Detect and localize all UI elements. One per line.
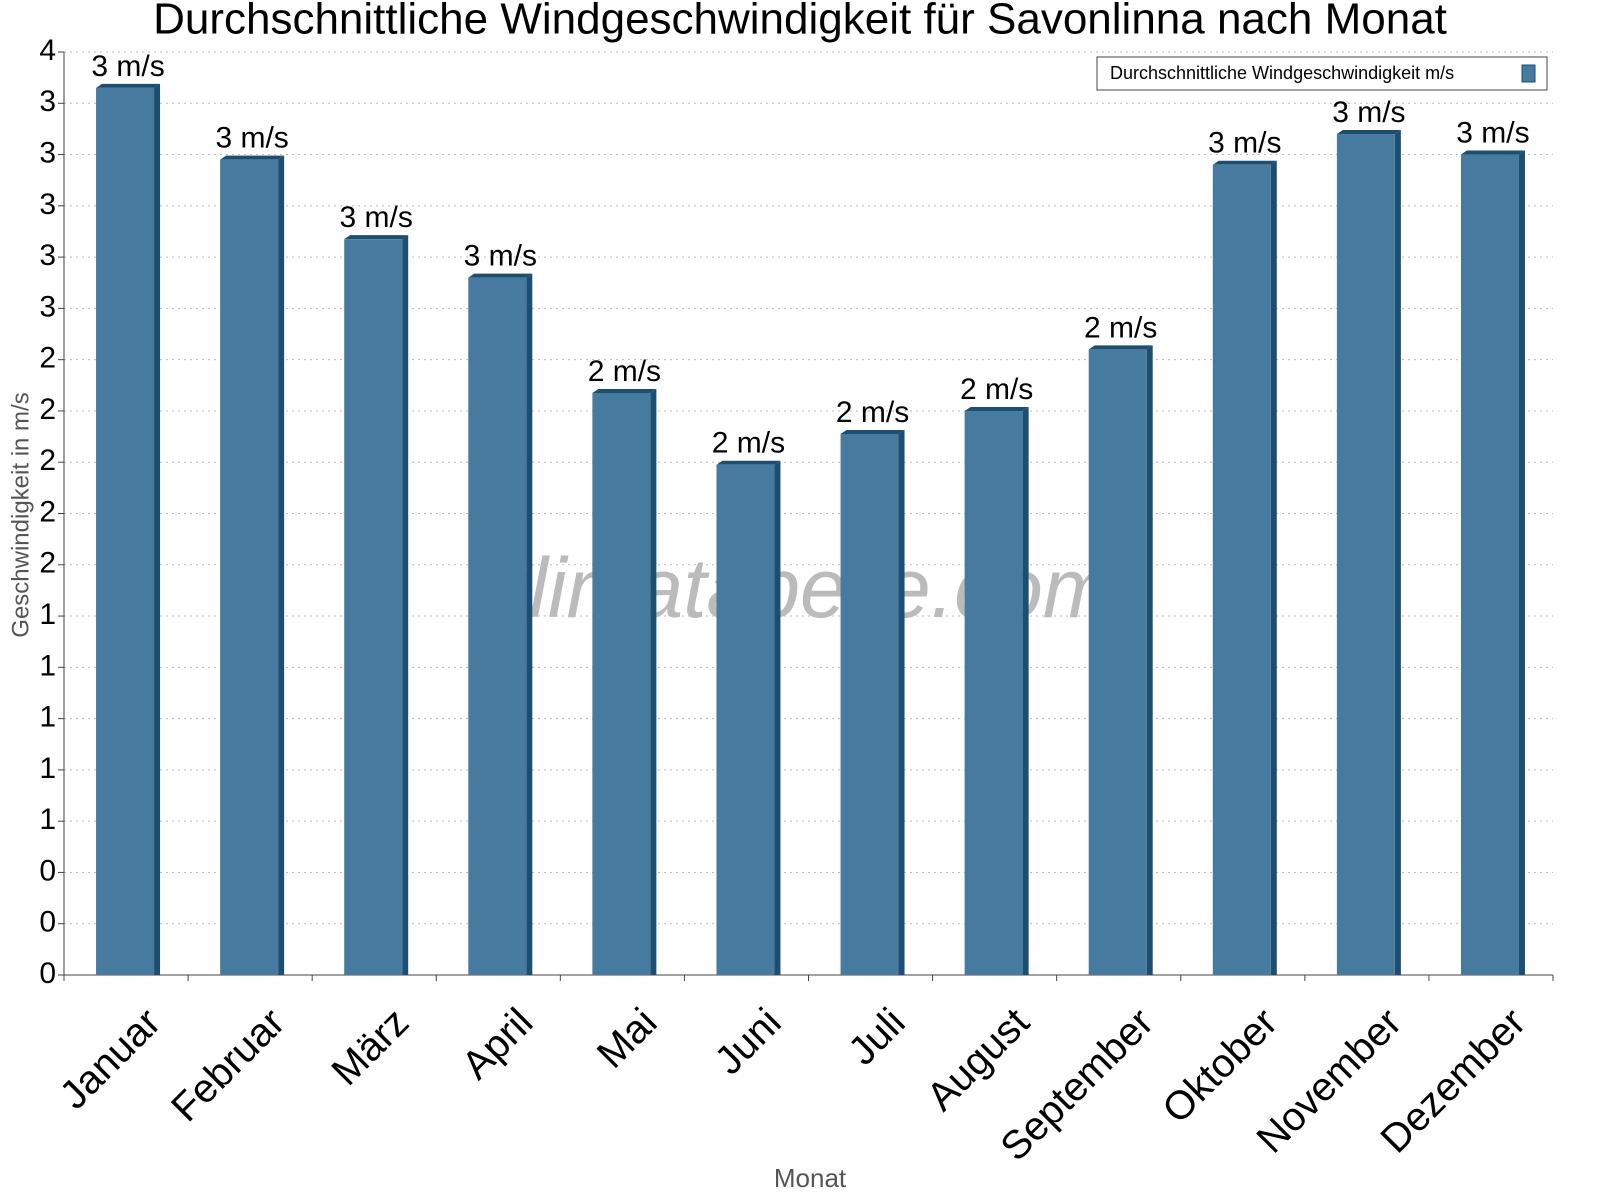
y-tick-label: 2 — [39, 495, 56, 528]
bar-top — [344, 235, 409, 240]
y-tick-label: 0 — [39, 854, 56, 887]
x-tick-label: Mai — [589, 1000, 666, 1077]
bar-side — [526, 273, 533, 976]
data-label: 2 m/s — [1084, 311, 1157, 344]
data-label: 3 m/s — [1332, 96, 1405, 129]
data-label: 3 m/s — [215, 122, 288, 155]
bar — [1088, 349, 1147, 975]
x-axis-label: Monat — [774, 1163, 847, 1193]
data-label: 3 m/s — [1456, 116, 1529, 149]
bar — [840, 434, 899, 976]
x-tick-label: April — [454, 1000, 542, 1088]
x-tick-label: Juni — [707, 1000, 790, 1083]
x-tick-label: Juli — [840, 1000, 914, 1074]
bar-side — [650, 388, 657, 976]
y-tick-label: 1 — [39, 803, 56, 836]
bar-top — [716, 460, 781, 465]
bar — [220, 159, 279, 975]
y-tick-label: 4 — [39, 34, 56, 67]
bar-top — [1212, 160, 1277, 165]
data-label: 3 m/s — [91, 50, 164, 83]
bar — [1212, 164, 1271, 976]
bar-side — [1518, 150, 1525, 976]
data-label: 3 m/s — [464, 240, 537, 273]
x-tick-label: August — [919, 1000, 1038, 1119]
y-tick-label: 1 — [39, 598, 56, 631]
legend-box — [1096, 56, 1548, 91]
x-tick-label: März — [323, 1000, 417, 1094]
bar — [716, 464, 775, 975]
y-tick-label: 2 — [39, 342, 56, 375]
bar — [344, 239, 403, 976]
bar — [964, 410, 1023, 975]
bar-top — [96, 83, 161, 88]
bar-side — [402, 235, 409, 976]
data-label: 3 m/s — [340, 201, 413, 234]
data-label: 3 m/s — [1208, 127, 1281, 160]
x-tick-label: Februar — [163, 1000, 293, 1130]
x-tick-label: Januar — [52, 1000, 170, 1118]
y-tick-label: 1 — [39, 752, 56, 785]
data-label: 2 m/s — [588, 355, 661, 388]
y-tick-label: 2 — [39, 444, 56, 477]
y-tick-label: 1 — [39, 649, 56, 682]
bar-top — [468, 273, 533, 278]
y-tick-label: 0 — [39, 906, 56, 939]
bar-side — [154, 83, 161, 975]
bar — [1336, 134, 1395, 976]
legend: Durchschnittliche Windgeschwindigkeit m/… — [1096, 56, 1548, 91]
y-tick-label: 0 — [39, 957, 56, 990]
data-label: 2 m/s — [960, 373, 1033, 406]
y-tick-label: 2 — [39, 393, 56, 426]
bar-top — [1088, 345, 1153, 350]
legend-swatch — [1521, 64, 1536, 83]
bar-side — [1270, 160, 1277, 976]
bar-side — [1146, 345, 1153, 975]
bar — [1460, 154, 1519, 976]
y-tick-label: 3 — [39, 239, 56, 272]
bar — [592, 392, 651, 976]
bar — [468, 277, 527, 976]
y-tick-label: 3 — [39, 136, 56, 169]
y-axis-label: Geschwindigkeit in m/s — [7, 392, 34, 637]
bar — [96, 87, 155, 975]
y-tick-label: 3 — [39, 188, 56, 221]
y-tick-label: 2 — [39, 547, 56, 580]
legend-label: Durchschnittliche Windgeschwindigkeit m/… — [1110, 63, 1454, 83]
bar-top — [964, 406, 1029, 411]
data-label: 2 m/s — [836, 396, 909, 429]
y-tick-label: 3 — [39, 85, 56, 118]
bar-top — [840, 430, 905, 435]
y-tick-label: 1 — [39, 701, 56, 734]
bar-top — [1336, 130, 1401, 135]
bar-top — [220, 155, 285, 160]
bar-side — [898, 430, 905, 976]
data-label: 2 m/s — [712, 427, 785, 460]
bar-top — [592, 388, 657, 393]
bar-side — [1394, 130, 1401, 976]
bar-top — [1460, 150, 1525, 155]
y-tick-label: 3 — [39, 290, 56, 323]
bar-side — [1022, 406, 1029, 975]
bar-side — [774, 460, 781, 975]
bar-side — [278, 155, 285, 975]
chart-title: Durchschnittliche Windgeschwindigkeit fü… — [153, 0, 1447, 44]
